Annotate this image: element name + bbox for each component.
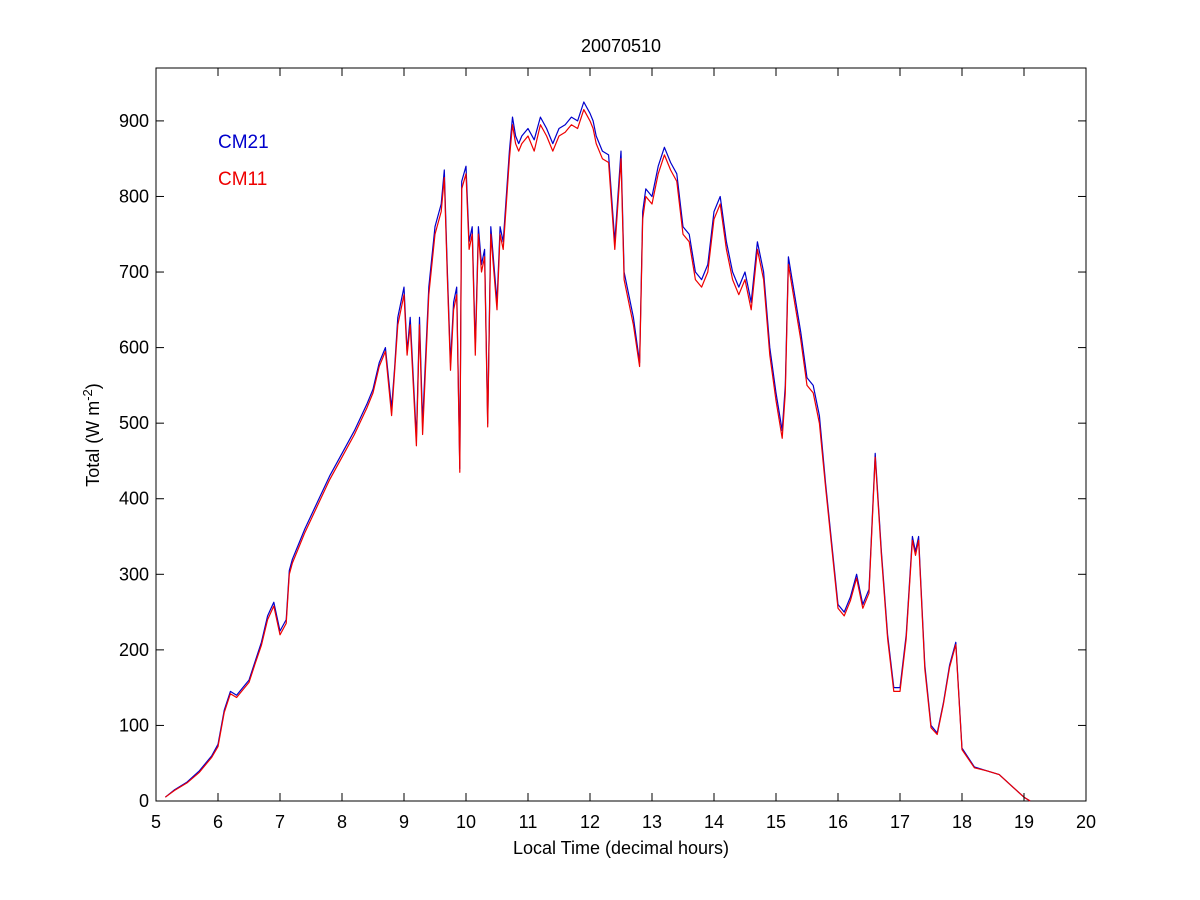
- series-line-cm21: [164, 101, 1031, 802]
- y-tick-label: 200: [119, 640, 149, 660]
- x-tick-label: 18: [952, 812, 972, 832]
- y-axis-label-close: ): [83, 383, 103, 389]
- x-tick-label: 7: [275, 812, 285, 832]
- y-tick-label: 600: [119, 338, 149, 358]
- x-tick-label: 8: [337, 812, 347, 832]
- x-tick-label: 19: [1014, 812, 1034, 832]
- series-layer: [164, 101, 1031, 802]
- x-tick-label: 10: [456, 812, 476, 832]
- x-tick-label: 20: [1076, 812, 1096, 832]
- y-tick-label: 300: [119, 564, 149, 584]
- y-tick-label: 100: [119, 715, 149, 735]
- y-tick-label: 900: [119, 111, 149, 131]
- legend-entry-cm11: CM11: [218, 169, 267, 190]
- y-tick-label: 800: [119, 186, 149, 206]
- y-tick-label: 0: [139, 791, 149, 811]
- tick-layer: 5 6 7 8 9 10 11 12 13 14 15 16 17 18 19 200100200300400…: [119, 68, 1096, 832]
- x-tick-label: 5: [151, 812, 161, 832]
- plot-area: [155, 67, 1087, 802]
- x-tick-label: 16: [828, 812, 848, 832]
- y-axis-label-main: Total (W m: [83, 401, 103, 487]
- y-tick-label: 400: [119, 489, 149, 509]
- x-tick-label: 11: [519, 812, 538, 832]
- x-tick-label: 12: [580, 812, 600, 832]
- series-line-cm11: [164, 108, 1031, 802]
- y-axis-label: Total (W m-2): [80, 383, 103, 487]
- y-axis-label-sup: -2: [80, 389, 95, 401]
- legend-entry-cm21: CM21: [218, 132, 269, 153]
- x-tick-label: 6: [213, 812, 223, 832]
- x-axis-label: Local Time (decimal hours): [513, 838, 729, 858]
- x-tick-label: 14: [704, 812, 724, 832]
- x-tick-label: 17: [890, 812, 910, 832]
- x-tick-label: 9: [399, 812, 409, 832]
- y-tick-label: 500: [119, 413, 149, 433]
- y-tick-label: 700: [119, 262, 149, 282]
- chart-title: 20070510: [581, 36, 661, 56]
- x-tick-label: 15: [766, 812, 786, 832]
- x-tick-label: 13: [642, 812, 662, 832]
